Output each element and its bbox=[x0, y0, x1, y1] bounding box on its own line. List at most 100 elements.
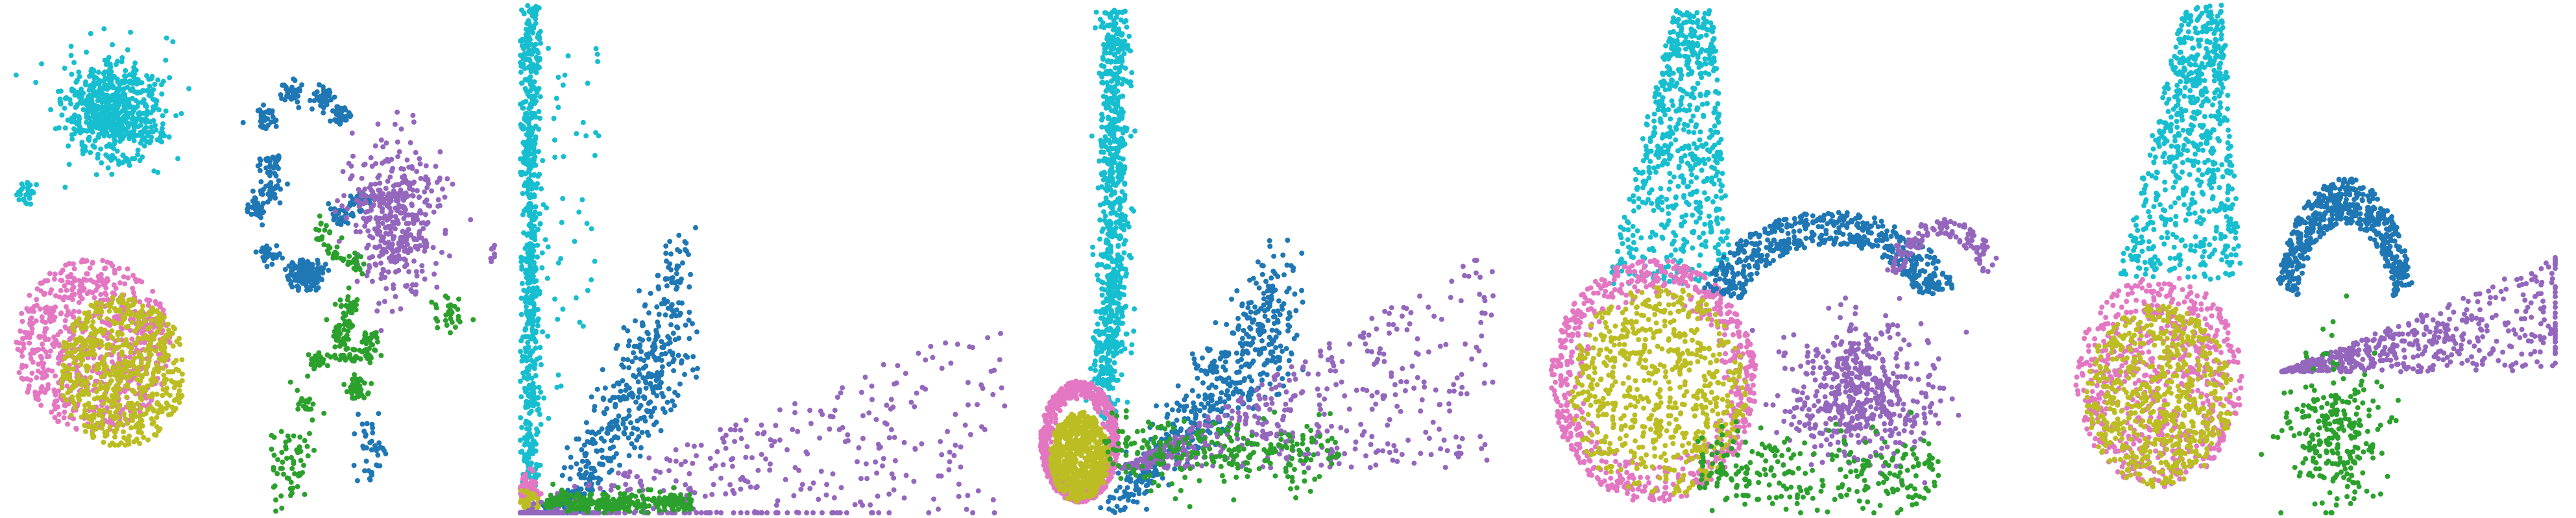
data-point bbox=[101, 105, 107, 110]
data-point bbox=[533, 12, 539, 18]
data-point bbox=[526, 176, 531, 182]
data-point bbox=[377, 201, 383, 206]
data-point bbox=[352, 431, 358, 437]
data-point bbox=[129, 319, 135, 325]
data-point bbox=[568, 454, 574, 460]
data-point bbox=[531, 439, 537, 445]
data-point bbox=[117, 386, 123, 392]
data-point bbox=[380, 267, 386, 272]
data-point bbox=[322, 262, 328, 267]
data-point bbox=[104, 297, 110, 302]
data-point bbox=[629, 431, 635, 437]
data-point bbox=[263, 183, 269, 189]
data-point bbox=[157, 303, 163, 309]
data-point bbox=[361, 216, 367, 221]
data-point bbox=[348, 202, 353, 208]
data-point bbox=[648, 290, 653, 296]
data-point bbox=[534, 66, 540, 71]
data-point bbox=[271, 465, 276, 471]
data-point bbox=[738, 510, 744, 515]
data-point bbox=[583, 463, 589, 469]
data-point bbox=[343, 312, 348, 318]
data-point bbox=[110, 290, 115, 296]
data-point bbox=[620, 472, 626, 478]
data-point bbox=[958, 464, 964, 470]
data-point bbox=[389, 156, 395, 162]
data-point bbox=[437, 149, 443, 154]
data-point bbox=[666, 362, 672, 367]
data-point bbox=[863, 461, 869, 467]
data-point bbox=[665, 305, 671, 311]
data-point bbox=[139, 397, 145, 402]
data-point bbox=[529, 186, 535, 192]
data-point bbox=[404, 282, 410, 288]
data-point bbox=[291, 265, 297, 271]
data-point bbox=[109, 112, 114, 117]
data-point bbox=[19, 181, 25, 187]
data-point bbox=[536, 149, 541, 154]
data-point bbox=[730, 487, 736, 493]
data-point bbox=[140, 154, 145, 160]
data-point bbox=[632, 445, 637, 450]
data-point bbox=[54, 398, 60, 404]
data-point bbox=[34, 375, 40, 380]
data-point bbox=[90, 368, 95, 374]
data-point bbox=[129, 134, 134, 140]
data-point bbox=[97, 355, 103, 361]
data-point bbox=[365, 356, 371, 362]
data-point bbox=[71, 308, 77, 314]
data-point bbox=[531, 223, 537, 229]
data-point bbox=[665, 334, 671, 339]
data-point bbox=[378, 352, 384, 358]
data-point bbox=[886, 491, 892, 497]
data-point bbox=[385, 179, 391, 184]
data-point bbox=[294, 88, 300, 94]
data-point bbox=[115, 337, 121, 343]
data-point bbox=[373, 216, 379, 221]
data-point bbox=[591, 475, 597, 480]
data-point bbox=[322, 227, 328, 233]
data-point bbox=[617, 462, 622, 468]
data-point bbox=[240, 119, 246, 125]
data-point bbox=[345, 206, 350, 212]
data-point bbox=[58, 88, 64, 94]
data-point bbox=[119, 367, 125, 373]
data-point bbox=[518, 259, 524, 265]
data-point bbox=[151, 370, 156, 376]
data-point bbox=[136, 320, 141, 325]
data-point bbox=[126, 105, 132, 110]
data-point bbox=[75, 354, 81, 360]
data-point bbox=[628, 420, 633, 426]
data-point bbox=[372, 443, 378, 449]
data-point bbox=[84, 386, 90, 391]
data-point bbox=[966, 402, 971, 408]
data-point bbox=[250, 198, 256, 204]
data-point bbox=[522, 295, 528, 301]
data-point bbox=[380, 144, 386, 150]
data-point bbox=[147, 338, 153, 344]
data-point bbox=[668, 275, 674, 281]
data-point bbox=[95, 273, 101, 279]
data-point bbox=[370, 342, 376, 348]
data-point bbox=[324, 99, 330, 105]
data-point bbox=[128, 29, 134, 35]
data-point bbox=[526, 64, 532, 70]
data-point bbox=[964, 506, 969, 512]
data-point bbox=[48, 107, 54, 112]
data-point bbox=[160, 336, 166, 341]
data-point bbox=[52, 271, 58, 277]
data-point bbox=[337, 297, 343, 303]
data-point bbox=[677, 381, 683, 387]
data-point bbox=[186, 86, 192, 92]
data-point bbox=[337, 107, 343, 112]
data-point bbox=[522, 435, 528, 441]
data-point bbox=[156, 428, 162, 434]
data-point bbox=[260, 201, 266, 206]
data-point bbox=[114, 105, 120, 110]
data-point bbox=[119, 55, 125, 60]
data-point bbox=[635, 426, 640, 432]
data-point bbox=[171, 324, 176, 330]
data-point bbox=[919, 441, 925, 447]
data-point bbox=[73, 105, 79, 110]
data-point bbox=[18, 328, 23, 334]
